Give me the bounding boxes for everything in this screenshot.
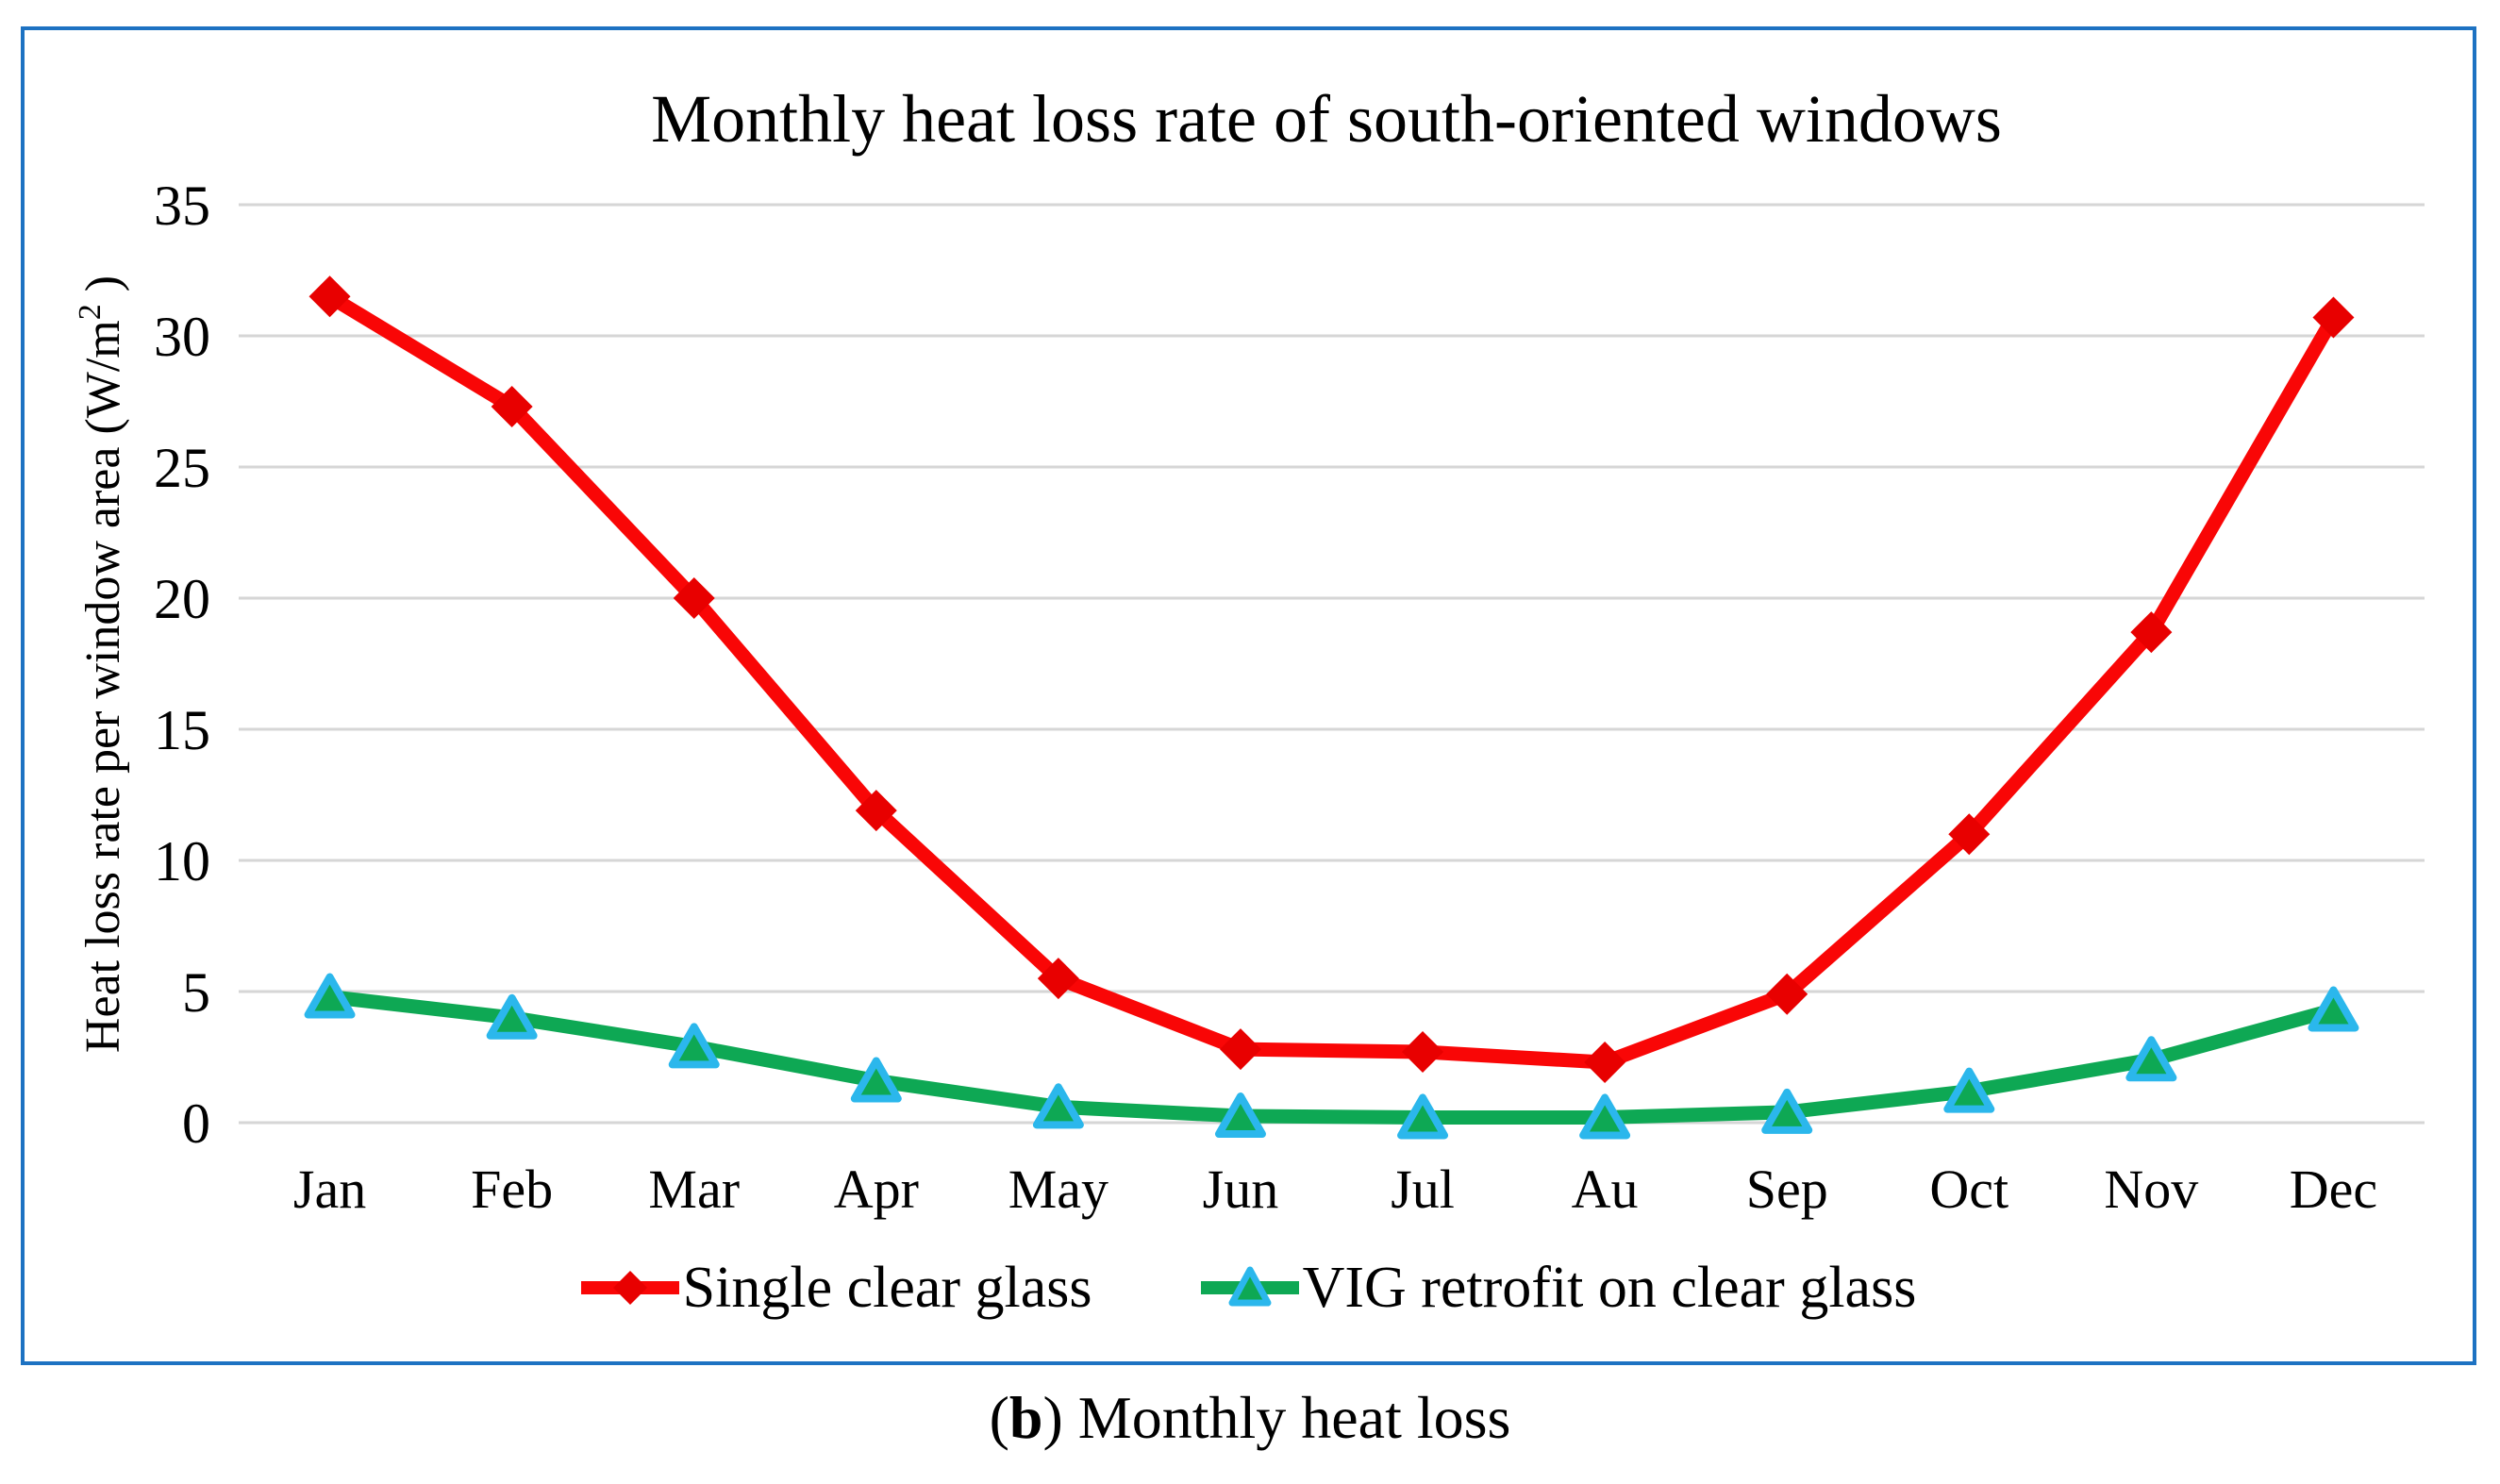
figure-frame: Monthly heat loss rate of south-oriented… [21,26,2476,1365]
legend-label: VIG retrofit on clear glass [1302,1256,1917,1320]
y-tick-label: 10 [154,830,210,892]
y-tick-label: 30 [154,306,210,368]
chart-legend: Single clear glass VIG retrofit on clear… [25,1259,2473,1317]
y-tick-label: 35 [154,175,210,237]
legend-swatch-triangle [1200,1266,1299,1307]
data-point-marker [1761,1088,1813,1134]
data-point-marker [668,1023,720,1069]
legend-item-single-clear-glass: Single clear glass [580,1256,1092,1320]
x-tick-label: Mar [648,1159,740,1220]
data-point-marker [855,790,897,832]
series-line-vig-retrofit-on-clear-glass [323,990,2341,1125]
legend-swatch-diamond [580,1271,679,1305]
plot-area: 0 5 10 15 20 25 30 35 Jan Feb Mar Apr May Jun Jul Au Sep… [154,175,2425,1220]
data-point-marker [1948,813,1991,856]
x-tick-label: Au [1572,1159,1639,1220]
legend-item-vig-retrofit: VIG retrofit on clear glass [1200,1256,1917,1320]
data-point-marker [1579,1093,1631,1140]
y-tick-label: 20 [154,568,210,630]
data-point-marker [491,386,533,428]
data-point-marker [1219,1028,1261,1071]
chart-title: Monthly heat loss rate of south-oriented… [651,81,2002,157]
data-point-marker [1943,1067,1995,1113]
data-point-marker [308,275,351,318]
x-tick-label: Nov [2104,1159,2198,1220]
series-line-single-clear-glass [323,289,2341,1070]
caption-label-b: b [1008,1384,1043,1451]
x-tick-label: Sep [1746,1159,1828,1220]
data-point-marker [1402,1030,1444,1073]
x-tick-label: May [1008,1159,1108,1220]
data-point-marker [2130,611,2173,654]
data-point-marker [1584,1042,1626,1084]
y-tick-label: 15 [154,699,210,761]
figure-caption: (b) Monthly heat loss [989,1384,1511,1451]
data-point-marker [304,973,356,1019]
x-tick-label: Jan [293,1159,366,1220]
data-point-marker [850,1057,902,1103]
y-tick-label: 25 [154,437,210,499]
x-tick-label: Jul [1391,1159,1455,1220]
x-tick-label: Apr [834,1159,919,1220]
legend-label: Single clear glass [682,1256,1092,1320]
data-point-marker [2308,986,2359,1032]
data-point-marker [1214,1092,1266,1139]
y-axis-label: Heat loss rate per window area (W/m2 ) [73,275,130,1053]
line-chart: Monthly heat loss rate of south-oriented… [73,81,2425,1220]
y-tick-label: 0 [182,1092,210,1155]
data-point-marker [2312,296,2355,339]
x-tick-label: Dec [2290,1159,2377,1220]
x-tick-label: Oct [1929,1159,2008,1220]
x-tick-label: Feb [471,1159,553,1220]
data-point-marker [1397,1093,1449,1140]
x-tick-label: Jun [1203,1159,1279,1220]
data-point-marker [2125,1036,2177,1082]
data-point-marker [1032,1083,1084,1129]
data-point-marker [486,993,538,1040]
y-tick-label: 5 [182,961,210,1024]
data-point-marker [1037,958,1079,1000]
data-point-marker [673,577,715,619]
data-point-marker [1766,973,1808,1015]
